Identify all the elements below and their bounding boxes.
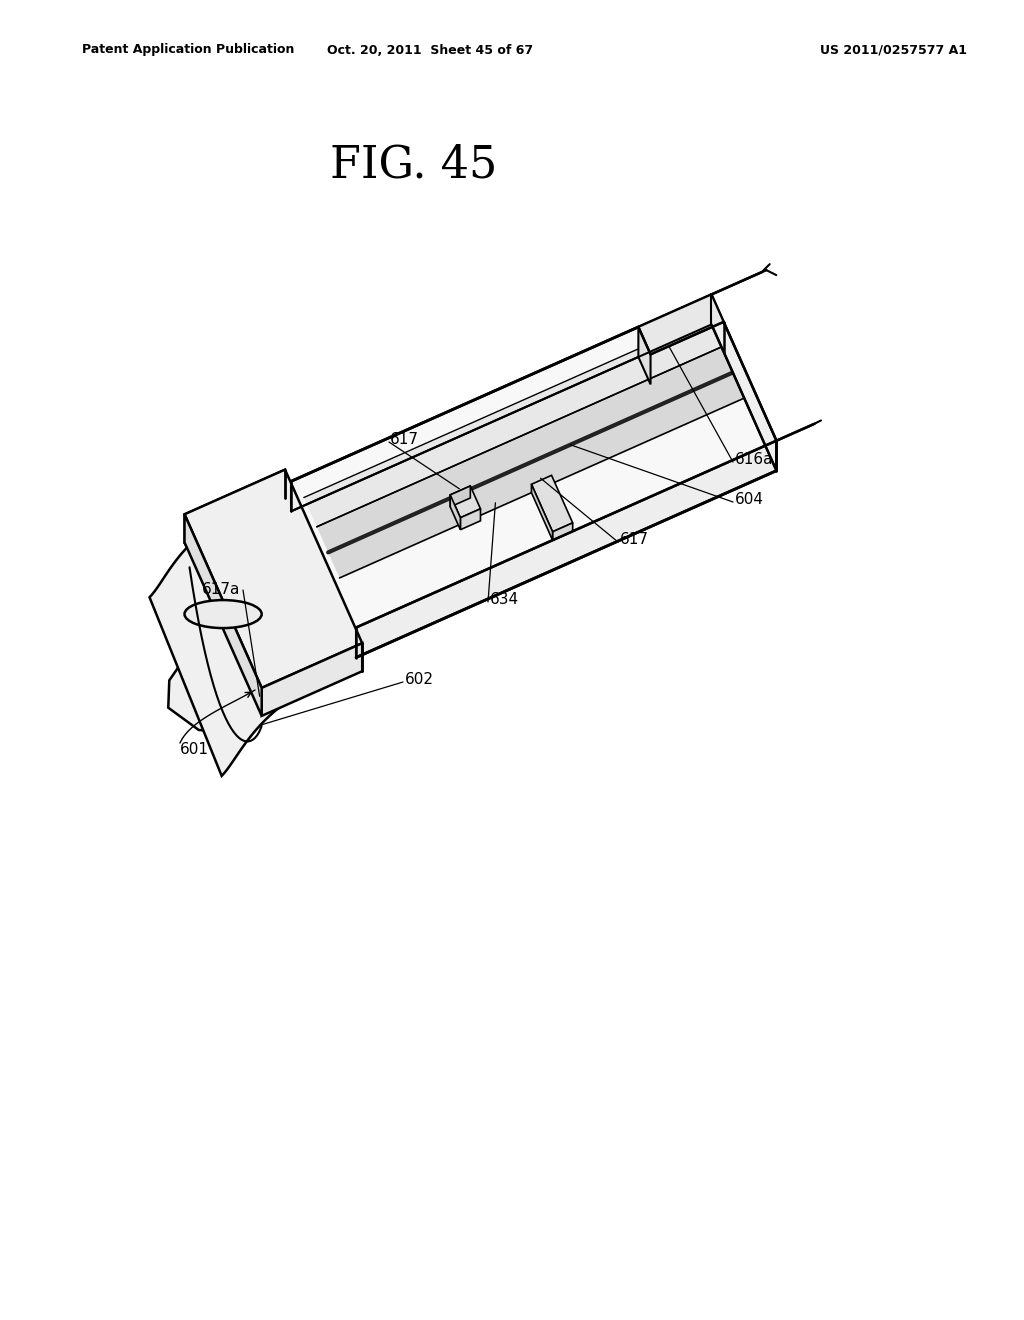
Polygon shape [316, 345, 751, 578]
Polygon shape [451, 495, 461, 529]
Polygon shape [184, 470, 362, 688]
Polygon shape [150, 498, 362, 776]
Polygon shape [291, 294, 776, 627]
Polygon shape [638, 294, 724, 354]
Polygon shape [553, 523, 572, 540]
Text: Patent Application Publication: Patent Application Publication [82, 44, 294, 57]
Text: FIG. 45: FIG. 45 [330, 144, 498, 186]
Polygon shape [531, 484, 553, 540]
Text: 616a: 616a [735, 453, 773, 467]
Polygon shape [291, 294, 712, 511]
Ellipse shape [184, 601, 262, 628]
Text: 617: 617 [620, 532, 649, 548]
Polygon shape [304, 314, 728, 527]
Polygon shape [712, 294, 776, 471]
Text: 617: 617 [390, 433, 419, 447]
Polygon shape [638, 327, 650, 384]
Polygon shape [356, 441, 776, 657]
Text: US 2011/0257577 A1: US 2011/0257577 A1 [820, 44, 967, 57]
Polygon shape [184, 515, 262, 715]
Polygon shape [168, 543, 262, 734]
Text: Oct. 20, 2011  Sheet 45 of 67: Oct. 20, 2011 Sheet 45 of 67 [327, 44, 534, 57]
Polygon shape [262, 643, 362, 715]
Polygon shape [184, 470, 285, 543]
Polygon shape [451, 486, 480, 517]
Polygon shape [451, 486, 470, 507]
Polygon shape [531, 475, 572, 532]
Polygon shape [461, 508, 480, 529]
Text: 604: 604 [735, 492, 764, 507]
Text: 602: 602 [406, 672, 434, 688]
Text: 634: 634 [490, 593, 519, 607]
Text: 617a: 617a [202, 582, 240, 598]
Text: 601: 601 [180, 742, 209, 758]
